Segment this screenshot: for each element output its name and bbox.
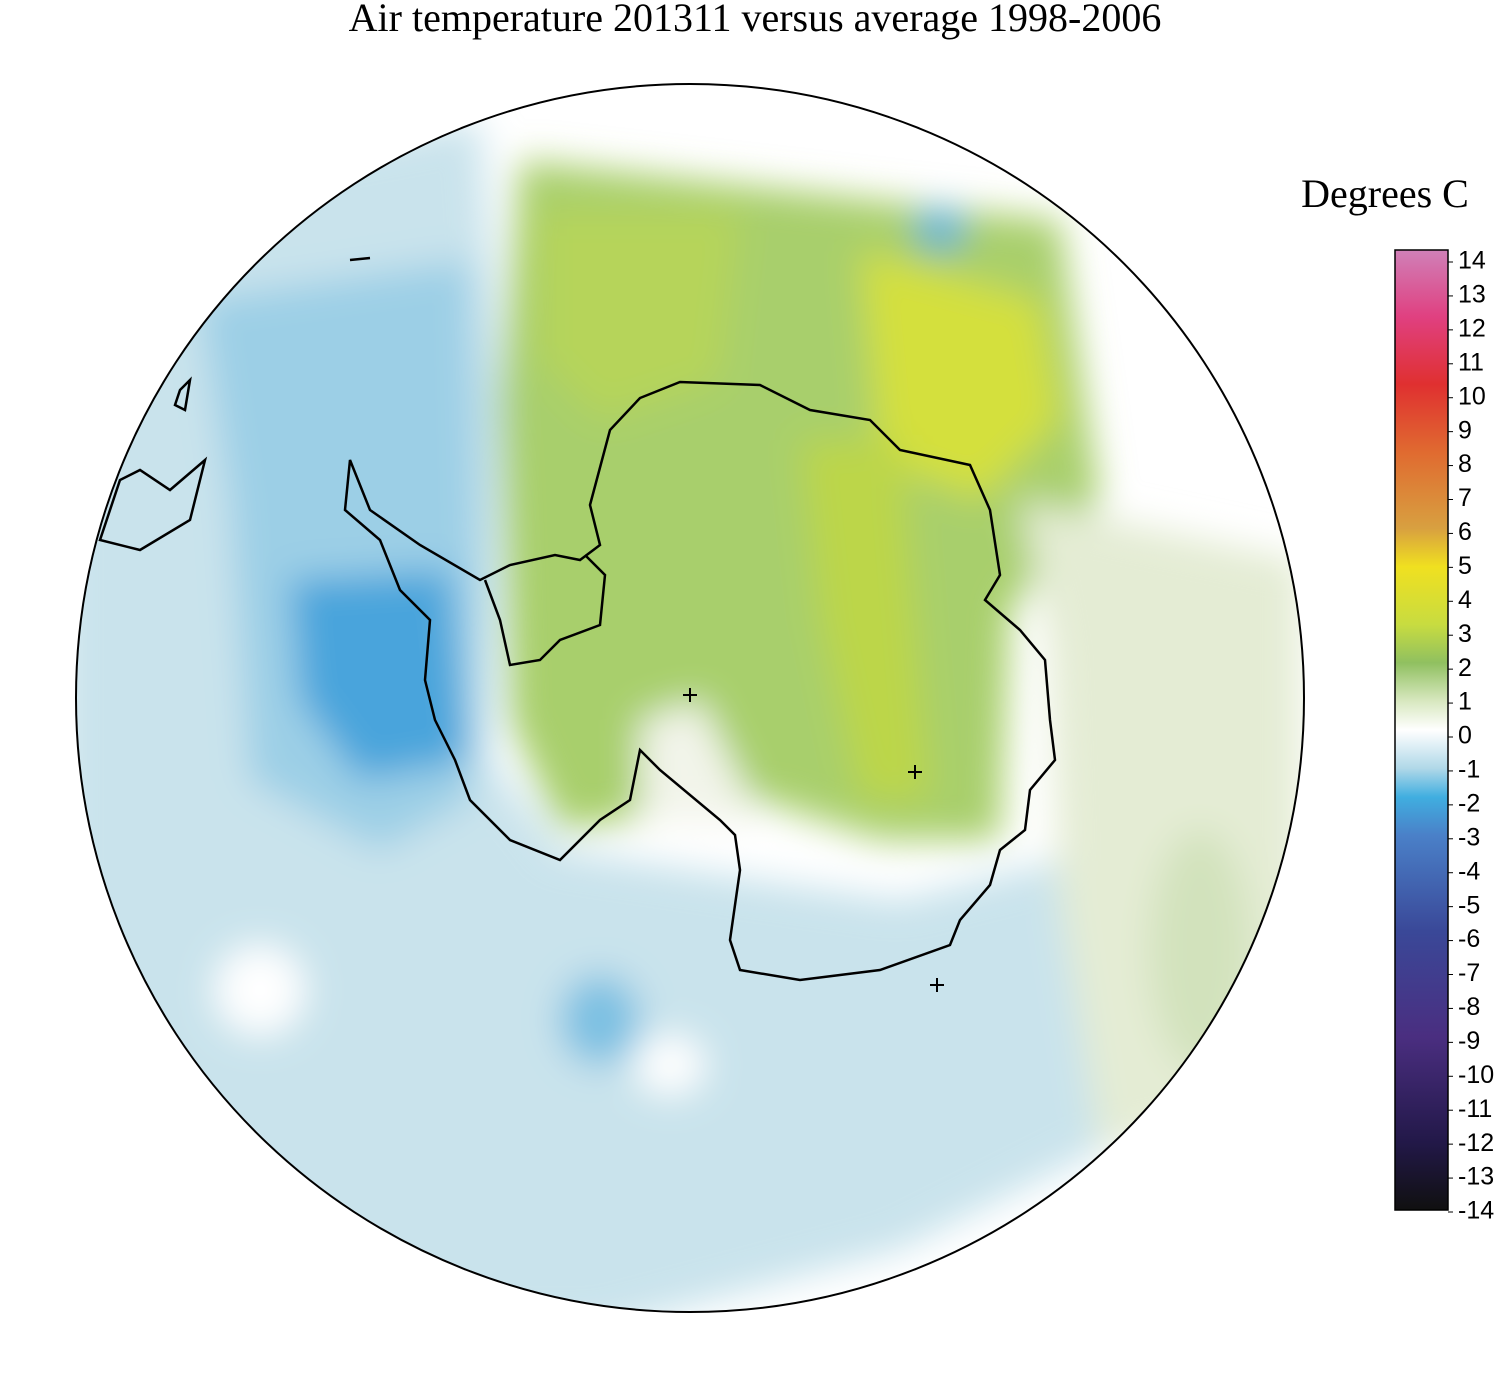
colorbar-tick-label: -4 [1458,857,1480,885]
map-title: Air temperature 201311 versus average 19… [349,0,1162,40]
colorbar-tick-label: 9 [1458,416,1472,444]
colorbar-tick-label: -14 [1458,1197,1494,1225]
colorbar-ticks: 14131211109876543210-1-2-3-4-5-6-7-8-9-1… [1448,247,1494,1225]
colorbar-tick-label: -8 [1458,993,1480,1021]
map-boundary [75,83,1305,1313]
colorbar [1394,249,1449,1211]
colorbar-tick-label: 6 [1458,518,1472,546]
colorbar-tick-label: -13 [1458,1163,1494,1191]
colorbar-tick-label: 7 [1458,484,1472,512]
coastlines [98,256,1057,982]
colorbar-tick-label: 5 [1458,552,1472,580]
colorbar-title: Degrees C [1301,171,1469,216]
colorbar-tick-label: 1 [1458,688,1472,716]
colorbar-tick-label: 14 [1458,247,1486,275]
colorbar-tick-label: -9 [1458,1027,1480,1055]
colorbar-tick-label: -6 [1458,925,1480,953]
colorbar-tick-label: -11 [1458,1095,1492,1123]
colorbar-tick-label: -7 [1458,959,1480,987]
colorbar-tick-label: 4 [1458,586,1472,614]
colorbar-tick-label: -10 [1458,1061,1494,1089]
colorbar-tick-label: -1 [1458,756,1480,784]
colorbar-tick-label: 2 [1458,654,1472,682]
colorbar-tick-label: -3 [1458,823,1480,851]
colorbar-tick-label: 12 [1458,314,1486,342]
colorbar-tick-label: 3 [1458,620,1472,648]
pole-markers [683,688,944,992]
colorbar-tick-label: -2 [1458,789,1480,817]
colorbar-tick-label: 11 [1458,348,1484,376]
colorbar-tick-label: -12 [1458,1129,1494,1157]
colorbar-tick-label: 10 [1458,382,1486,410]
colorbar-tick-label: 8 [1458,450,1472,478]
colorbar-tick-label: 0 [1458,722,1472,750]
colorbar-tick-label: 13 [1458,281,1486,309]
colorbar-tick-label: -5 [1458,891,1480,919]
